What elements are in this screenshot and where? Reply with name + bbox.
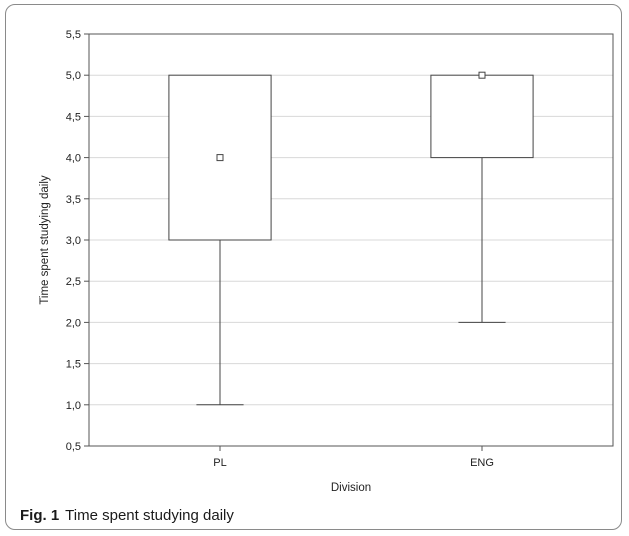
box-eng [430,71,534,323]
y-tick-label: 2,5 [66,276,81,288]
box-pl [168,74,272,406]
y-tick-labels: 0,5 1,0 1,5 2,0 2,5 3,0 3,5 4,0 4,5 5,0 5,5 [66,29,81,453]
x-tick-label: PL [213,457,226,469]
y-tick-label: 3,5 [66,194,81,206]
x-axis-title: Division [331,482,371,494]
y-tick-label: 3,0 [66,235,81,247]
y-tick-label: 0,5 [66,441,81,453]
y-tick-label: 2,0 [66,317,81,329]
median-marker [216,154,224,162]
x-tick-labels: PL ENG [213,446,494,469]
iqr-box [430,74,534,159]
caption-text: Time spent studying daily [65,507,234,524]
x-tick-label: ENG [470,457,494,469]
gridlines [84,33,613,447]
y-tick-label: 5,0 [66,70,81,82]
y-tick-label: 4,5 [66,111,81,123]
boxes [168,71,534,406]
y-tick-label: 1,0 [66,400,81,412]
boxplot-chart: 0,51,01,52,02,53,03,54,04,55,05,5 PL ENG … [39,29,614,494]
y-axis-title: Time spent studying daily [39,175,51,305]
figure-frame: 0,5 1,0 1,5 2,0 2,5 3,0 3,5 4,0 4,5 5,0 5,5 PL ENG … [5,4,622,530]
figure-caption: Fig. 1 Time spent studying daily [20,507,234,524]
y-tick-label: 5,5 [66,29,81,41]
caption-label: Fig. 1 [20,507,60,524]
y-tick-label: 4,0 [66,153,81,165]
plot-area-border [88,33,614,447]
median-marker [478,71,486,79]
y-tick-label: 1,5 [66,359,81,371]
